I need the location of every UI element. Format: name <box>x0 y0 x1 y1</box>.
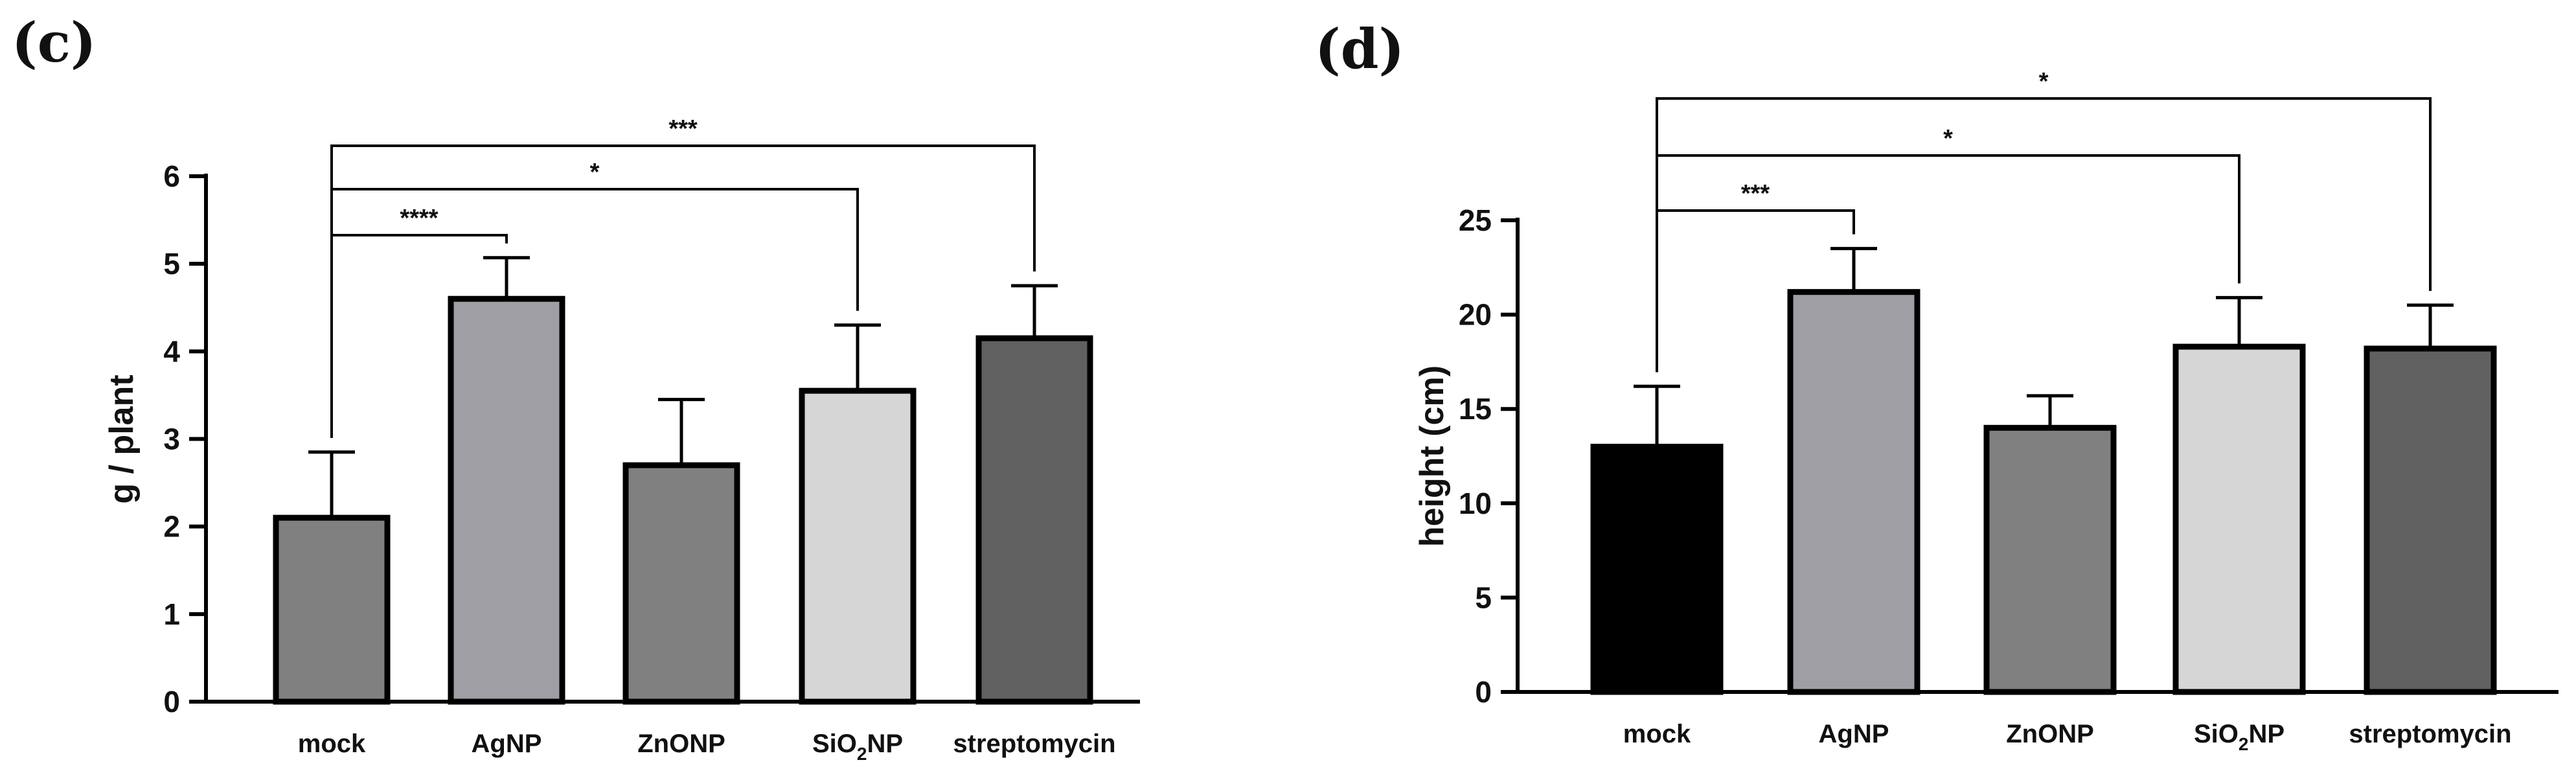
bar <box>1983 424 2117 695</box>
y-tick-label: 0 <box>1475 675 1492 709</box>
y-axis-title: g / plant <box>103 374 141 503</box>
y-axis-title: height (cm) <box>1413 365 1451 547</box>
x-tick-label-text: mock <box>298 730 366 758</box>
x-tick-label-text: SiO <box>812 730 857 758</box>
x-tick-label: streptomycin <box>953 730 1115 758</box>
x-tick-label-tail: NP <box>2248 720 2285 748</box>
x-tick-label: AgNP <box>1819 720 1889 748</box>
y-tick-label: 15 <box>1459 392 1492 426</box>
x-tick-label-text: streptomycin <box>953 730 1115 758</box>
x-tick-label: ZnONP <box>2006 720 2094 748</box>
x-tick-label: SiO2NP <box>2194 720 2285 754</box>
x-tick-label: mock <box>1623 720 1691 748</box>
x-tick-label-text: ZnONP <box>637 730 725 758</box>
y-tick-label: 5 <box>163 247 180 281</box>
x-tick-label-subscript: 2 <box>857 744 867 764</box>
y-tick-label: 1 <box>163 597 180 631</box>
x-tick-label: AgNP <box>472 730 542 758</box>
x-tick-label-text: AgNP <box>1819 720 1889 748</box>
significance-label: *** <box>1741 180 1770 207</box>
significance-label: *** <box>668 115 698 143</box>
x-tick-label-text: streptomycin <box>2349 720 2511 748</box>
y-tick-label: 4 <box>163 334 180 368</box>
bar <box>799 387 917 705</box>
significance-label: * <box>2039 68 2049 95</box>
bar <box>975 335 1093 705</box>
significance-label: * <box>590 159 600 186</box>
x-tick-label-text: mock <box>1623 720 1691 748</box>
x-tick-label: streptomycin <box>2349 720 2511 748</box>
y-tick-label: 25 <box>1459 203 1492 237</box>
x-tick-label: ZnONP <box>637 730 725 758</box>
y-tick-label: 2 <box>163 510 180 544</box>
x-tick-label-tail: NP <box>867 730 903 758</box>
y-tick-label: 20 <box>1459 298 1492 332</box>
bar <box>2364 345 2497 695</box>
y-tick-label: 5 <box>1475 581 1492 614</box>
panel-label: (d) <box>1315 17 1404 81</box>
bar <box>273 514 391 705</box>
x-tick-label-subscript: 2 <box>2239 734 2249 754</box>
significance-label: * <box>1943 125 1953 152</box>
significance-label: **** <box>400 205 438 232</box>
bar <box>2172 343 2306 695</box>
y-tick-label: 10 <box>1459 487 1492 520</box>
bar <box>1590 443 1724 695</box>
panel-label: (c) <box>12 10 97 75</box>
significance-bracket <box>330 144 1036 438</box>
x-tick-label-text: ZnONP <box>2006 720 2094 748</box>
panel-d-chart: (d) height (cm) 0 5 10 15 20 25 mock AgNP ZnONP SiO… <box>1315 17 2559 754</box>
x-tick-label: mock <box>298 730 366 758</box>
x-tick-label-text: AgNP <box>472 730 542 758</box>
bar <box>448 295 565 705</box>
significance-bracket <box>1656 97 2432 373</box>
bar <box>1787 289 1921 695</box>
x-tick-label: SiO2NP <box>812 730 903 764</box>
x-tick-label-text: SiO <box>2194 720 2239 748</box>
y-tick-label: 0 <box>163 685 180 719</box>
y-tick-label: 6 <box>163 159 180 193</box>
y-tick-label: 3 <box>163 422 180 456</box>
bar <box>622 462 740 705</box>
